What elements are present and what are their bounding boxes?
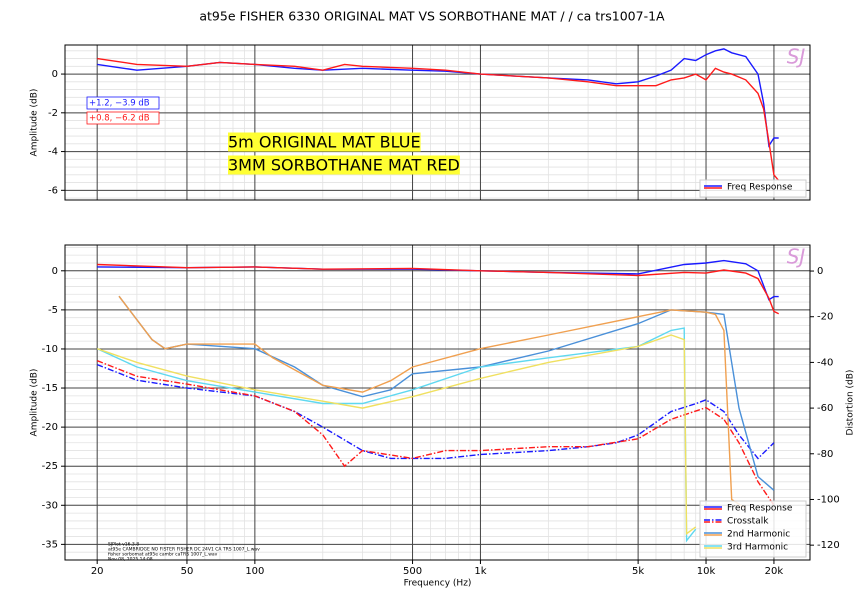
chart-title: at95e FISHER 6330 ORIGINAL MAT VS SORBOT… xyxy=(199,9,665,24)
note-highlight xyxy=(228,132,421,152)
y2-tick-label: -120 xyxy=(817,540,840,551)
y2-tick-label: 0 xyxy=(817,266,823,277)
y2-tick-label: -100 xyxy=(817,494,840,505)
y2-axis-label: Distortion (dB) xyxy=(846,370,856,436)
y-tick-label: -30 xyxy=(42,500,58,511)
y-axis-label: Amplitude (dB) xyxy=(30,369,40,437)
y-tick-label: -20 xyxy=(42,422,58,433)
note: 5m ORIGINAL MAT BLUE xyxy=(228,133,421,152)
x-tick-label: 10k xyxy=(697,566,716,577)
series-line xyxy=(96,327,697,543)
annotation: +0.8, −6.2 dB xyxy=(89,114,150,124)
series-line xyxy=(118,295,747,510)
footer-text: fisher sorbomat at95e cambr caTRS 1007_L… xyxy=(108,552,218,558)
annotation: +1.2, −3.9 dB xyxy=(89,99,150,109)
legend-label: 2nd Harmonic xyxy=(727,530,790,540)
x-tick-label: 5k xyxy=(632,566,644,577)
footer-text: SJPlot v16.3.8 xyxy=(108,542,139,548)
y-tick-label: -5 xyxy=(48,305,58,316)
legend-box xyxy=(699,179,807,198)
plot-frame xyxy=(64,44,811,201)
note-highlight xyxy=(228,155,460,175)
x-tick-label: 100 xyxy=(245,566,264,577)
footer-text: at95e CAMBRIDGE NO FISTER FISHER DC 24V1… xyxy=(108,547,260,553)
y-tick-label: 0 xyxy=(52,266,58,277)
x-tick-label: 20k xyxy=(765,566,784,577)
x-tick-label: 20 xyxy=(91,566,104,577)
y-tick-label: -35 xyxy=(42,539,58,550)
legend-label: Freq Response xyxy=(727,504,793,514)
y-tick-label: -4 xyxy=(48,147,58,158)
note: 3MM SORBOTHANE MAT RED xyxy=(228,156,460,175)
y-tick-label: -6 xyxy=(48,185,58,196)
x-tick-label: 1k xyxy=(474,566,486,577)
legend-label: Freq Response xyxy=(727,183,793,193)
y-axis-label: Amplitude (dB) xyxy=(30,89,40,157)
plot-frame xyxy=(64,244,811,561)
y-tick-label: -2 xyxy=(48,108,58,119)
y-tick-label: -25 xyxy=(42,461,58,472)
y-tick-label: -10 xyxy=(42,344,58,355)
x-axis-label: Frequency (Hz) xyxy=(404,579,472,589)
y-tick-label: -15 xyxy=(42,383,58,394)
series-line xyxy=(97,263,780,315)
y2-tick-label: -60 xyxy=(817,403,833,414)
series-line xyxy=(96,334,697,536)
logo: SJ xyxy=(787,245,806,269)
series-line xyxy=(97,48,779,148)
annotation-box xyxy=(86,111,160,125)
series-line xyxy=(96,360,775,506)
legend-label: Crosstalk xyxy=(727,517,769,527)
logo: SJ xyxy=(787,45,806,69)
annotation-box xyxy=(86,96,160,110)
y-tick-label: 0 xyxy=(52,69,58,80)
x-tick-label: 500 xyxy=(403,566,422,577)
legend-label: 3rd Harmonic xyxy=(727,543,788,553)
y2-tick-label: -40 xyxy=(817,357,833,368)
plot-area xyxy=(65,45,810,200)
y2-tick-label: -20 xyxy=(817,312,833,323)
series-line xyxy=(97,57,780,182)
y2-tick-label: -80 xyxy=(817,449,833,460)
x-tick-label: 50 xyxy=(181,566,194,577)
footer-text: Nov 08, 2025 14:08 xyxy=(108,557,153,563)
